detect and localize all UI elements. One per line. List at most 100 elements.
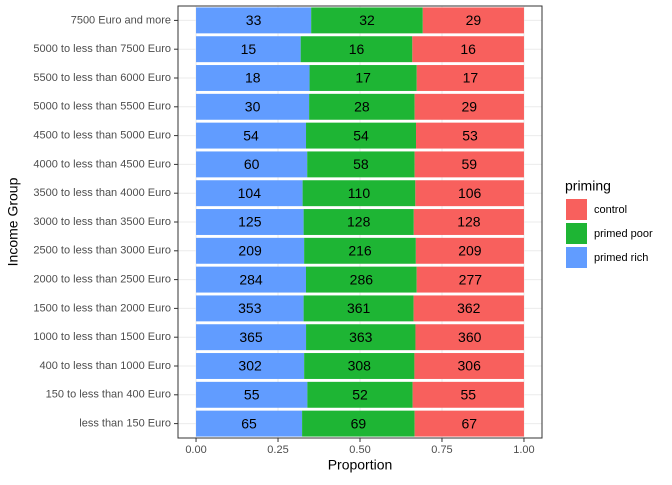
bar-segment [196,180,303,207]
bar-segment [416,122,524,149]
bar-value-label: 353 [238,300,262,316]
bar-value-label: 28 [354,99,370,115]
legend-label: primed rich [594,252,648,264]
bar-value-label: 30 [245,99,261,115]
bar-segment [196,209,304,235]
y-tick-label: 150 to less than 400 Euro [46,389,171,401]
bar-value-label: 17 [355,70,371,86]
bar-segment [307,381,413,408]
bar-value-label: 286 [350,271,374,287]
bar-segment [309,65,417,91]
legend-key [566,199,587,220]
y-tick-label: 3500 to less than 4000 Euro [33,187,171,199]
bar-value-label: 29 [462,99,478,115]
bar-segment [311,7,423,34]
bar-segment [306,122,417,149]
legend-label: control [594,204,627,216]
bar-value-label: 32 [359,12,375,28]
bar-value-label: 52 [352,387,368,403]
legend-label: primed poor [594,228,653,240]
bar-segment [415,324,524,351]
bar-segment [414,410,524,437]
bar-segment [412,381,524,408]
bar-value-label: 18 [245,70,261,86]
bar-segment [196,266,306,293]
bar-value-label: 29 [466,12,482,28]
bar-segment [304,353,415,379]
bar-segment [303,295,414,322]
x-tick-label: 0.75 [431,444,452,456]
bar-value-label: 104 [238,185,262,201]
bar-value-label: 58 [353,156,369,172]
bar-segment [416,65,524,91]
legend-key [566,247,587,268]
bar-value-label: 306 [458,358,482,374]
bar-segment [196,324,307,351]
bar-segment [412,36,524,63]
bar-segment [196,122,307,149]
bar-segment [414,353,524,379]
bar-segment [196,65,310,91]
y-tick-label: 5000 to less than 5500 Euro [33,101,171,113]
bar-value-label: 302 [238,358,262,374]
bar-segment [414,151,524,178]
bar-segment [196,353,305,379]
bar-segment [416,266,524,293]
bar-segment [303,209,414,235]
bar-value-label: 67 [462,415,478,431]
bar-segment [302,180,416,207]
bar-value-label: 125 [238,214,262,230]
bar-segment [196,93,310,120]
bar-value-label: 55 [461,387,477,403]
y-tick-label: 7500 Euro and more [71,14,171,26]
bar-segment [196,36,301,63]
bar-segment [302,410,415,437]
bar-value-label: 209 [238,243,262,259]
bar-value-label: 60 [244,156,260,172]
bar-segment [300,36,413,63]
bar-value-label: 365 [239,329,263,345]
bar-segment [196,151,308,178]
bar-segment [307,151,415,178]
bar-value-label: 16 [349,41,365,57]
bar-segment [196,7,312,34]
y-tick-label: 5000 to less than 7500 Euro [33,43,171,55]
bar-segment [413,295,524,322]
bar-value-label: 216 [348,243,372,259]
y-tick-label: 5500 to less than 6000 Euro [33,72,171,84]
y-tick-label: 1000 to less than 1500 Euro [33,331,171,343]
bar-value-label: 284 [239,271,263,287]
bar-value-label: 15 [241,41,257,57]
bar-value-label: 128 [347,214,371,230]
y-tick-label: 1500 to less than 2000 Euro [33,302,171,314]
x-tick-label: 0.50 [349,444,370,456]
legend-title: priming [565,178,611,194]
bar-value-label: 54 [243,127,259,143]
bar-value-label: 33 [246,12,262,28]
bar-value-label: 69 [351,415,367,431]
bar-value-label: 362 [457,300,481,316]
y-axis-title: Income Group [5,177,21,266]
bar-value-label: 53 [462,127,478,143]
bar-value-label: 106 [458,185,482,201]
legend-key [566,223,587,244]
y-tick-label: 2000 to less than 2500 Euro [33,274,171,286]
bar-segment [309,93,415,120]
bar-value-label: 360 [458,329,482,345]
y-tick-label: 4500 to less than 5000 Euro [33,130,171,142]
bar-segment [196,237,305,264]
x-tick-label: 1.00 [513,444,534,456]
x-axis-title: Proportion [328,457,393,473]
y-tick-label: 4000 to less than 4500 Euro [33,158,171,170]
bar-segment [305,266,417,293]
bar-value-label: 65 [241,415,257,431]
bar-segment [306,324,416,351]
x-tick-label: 0.00 [185,444,206,456]
bar-value-label: 110 [348,185,371,201]
bar-segment [413,209,524,235]
bar-value-label: 363 [349,329,373,345]
bar-segment [196,381,308,408]
bar-segment [415,237,524,264]
y-tick-label: 3000 to less than 3500 Euro [33,216,171,228]
